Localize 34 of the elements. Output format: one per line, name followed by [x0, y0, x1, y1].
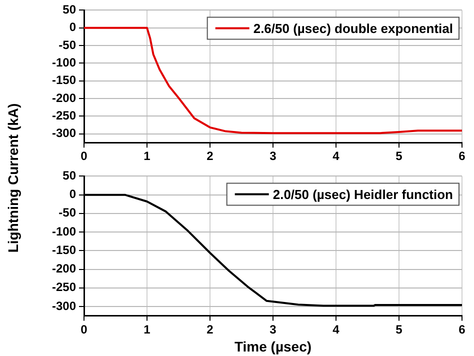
- x-axis-title: Time (µsec): [234, 338, 312, 354]
- y-tick-label: -250: [52, 280, 76, 294]
- y-tick-label: -50: [58, 38, 76, 52]
- x-tick-label: 6: [458, 322, 466, 336]
- x-tick-label: 0: [80, 322, 88, 336]
- x-tick-label: 4: [332, 322, 340, 336]
- x-tick-label: 3: [270, 149, 277, 164]
- y-tick-label: 0: [69, 187, 76, 202]
- x-tick-label: 6: [458, 149, 466, 164]
- x-tick-label: 2: [206, 149, 214, 164]
- y-axis-title: Lightning Current (kA): [5, 103, 21, 253]
- y-tick-label: -150: [52, 242, 76, 257]
- y-tick-label: -300: [52, 298, 76, 313]
- y-tick-label: -300: [52, 126, 76, 140]
- y-tick-label: -100: [52, 55, 76, 70]
- y-tick-label: -250: [52, 108, 76, 122]
- y-tick-label: -50: [58, 206, 76, 220]
- x-tick-label: 1: [144, 322, 151, 336]
- x-tick-label: 5: [396, 322, 403, 336]
- x-tick-label: 3: [270, 322, 277, 336]
- x-tick-label: 1: [144, 149, 151, 164]
- y-tick-label: 50: [62, 2, 76, 17]
- y-tick-label: 50: [62, 168, 76, 183]
- y-tick-label: -200: [52, 90, 76, 105]
- y-tick-label: 0: [69, 20, 76, 34]
- legend-label: 2.6/50 (µsec) double exponential: [253, 20, 454, 36]
- legend-label: 2.0/50 (µsec) Heidler function: [272, 186, 454, 202]
- x-tick-label: 4: [332, 149, 340, 164]
- y-tick-label: -100: [52, 224, 76, 238]
- y-tick-label: -150: [52, 73, 76, 88]
- x-tick-label: 5: [396, 149, 403, 164]
- x-tick-label: 0: [80, 149, 88, 164]
- y-tick-label: -200: [52, 262, 76, 276]
- x-tick-label: 2: [206, 322, 214, 336]
